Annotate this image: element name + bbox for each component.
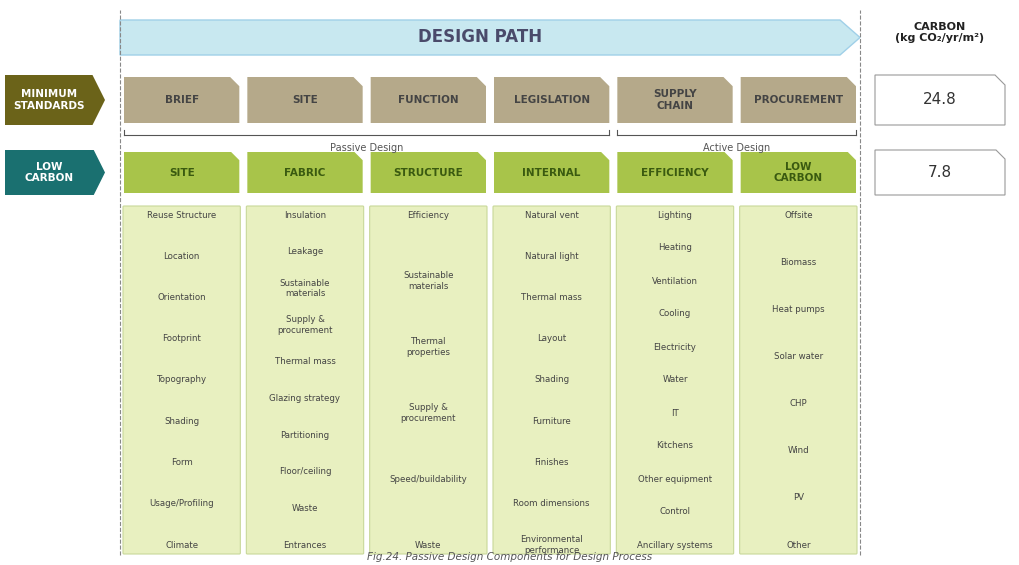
Text: FABRIC: FABRIC [284,167,326,177]
Text: Supply &
procurement: Supply & procurement [400,403,457,423]
Text: LOW
CARBON: LOW CARBON [24,162,74,183]
Polygon shape [494,77,609,123]
Polygon shape [5,150,105,195]
Text: INTERNAL: INTERNAL [523,167,581,177]
Text: MINIMUM
STANDARDS: MINIMUM STANDARDS [13,89,85,111]
Text: LEGISLATION: LEGISLATION [514,95,590,105]
Polygon shape [124,77,239,123]
FancyBboxPatch shape [740,206,857,554]
Text: PROCUREMENT: PROCUREMENT [754,95,843,105]
Text: Room dimensions: Room dimensions [514,499,590,508]
Text: Electricity: Electricity [653,342,696,351]
Text: Offsite: Offsite [784,211,812,219]
Text: Glazing strategy: Glazing strategy [269,394,340,403]
Text: Leakage: Leakage [287,247,323,256]
Polygon shape [371,77,486,123]
FancyBboxPatch shape [370,206,487,554]
FancyBboxPatch shape [493,206,610,554]
Text: Ancillary systems: Ancillary systems [637,541,713,550]
Text: Thermal
properties: Thermal properties [407,337,450,357]
Text: EFFICIENCY: EFFICIENCY [641,167,709,177]
Text: Entrances: Entrances [283,541,327,550]
Text: Furniture: Furniture [532,417,571,426]
Polygon shape [248,77,363,123]
Text: Shading: Shading [534,376,570,385]
Text: Speed/buildability: Speed/buildability [389,475,467,484]
Text: FUNCTION: FUNCTION [398,95,459,105]
FancyBboxPatch shape [123,206,240,554]
Text: Environmental
performance: Environmental performance [521,535,583,555]
Text: Layout: Layout [537,334,567,344]
Text: Footprint: Footprint [162,334,201,344]
Text: Climate: Climate [165,541,199,550]
Text: SUPPLY
CHAIN: SUPPLY CHAIN [653,89,697,111]
Text: PV: PV [793,493,804,502]
Text: Finishes: Finishes [534,458,569,467]
Text: Reuse Structure: Reuse Structure [147,211,216,219]
Text: Waste: Waste [415,541,441,550]
Text: CHP: CHP [790,399,807,408]
Text: DESIGN PATH: DESIGN PATH [418,28,542,46]
FancyBboxPatch shape [247,206,364,554]
Text: BRIEF: BRIEF [165,95,199,105]
Polygon shape [371,152,486,193]
Text: Control: Control [659,507,691,516]
Text: Sustainable
materials: Sustainable materials [404,271,453,291]
Polygon shape [618,77,733,123]
Text: Kitchens: Kitchens [656,441,694,450]
Text: Thermal mass: Thermal mass [274,357,335,366]
Text: Efficiency: Efficiency [408,211,449,219]
Text: SITE: SITE [169,167,195,177]
FancyBboxPatch shape [616,206,734,554]
Text: Ventilation: Ventilation [652,276,698,285]
Polygon shape [741,152,856,193]
Text: STRUCTURE: STRUCTURE [393,167,464,177]
Text: Insulation: Insulation [284,211,326,219]
Text: Cooling: Cooling [659,310,691,319]
Text: CARBON
(kg CO₂/yr/m²): CARBON (kg CO₂/yr/m²) [896,21,984,44]
Polygon shape [741,77,856,123]
Text: Partitioning: Partitioning [280,431,329,440]
Polygon shape [124,152,239,193]
Text: 7.8: 7.8 [928,165,952,180]
Polygon shape [5,75,105,125]
Text: Water: Water [662,376,688,385]
Text: Floor/ceiling: Floor/ceiling [279,467,331,476]
Polygon shape [875,75,1005,125]
Text: SITE: SITE [292,95,318,105]
Text: Form: Form [171,458,193,467]
Text: Shading: Shading [164,417,200,426]
Polygon shape [875,150,1005,195]
Polygon shape [618,152,733,193]
Polygon shape [248,152,363,193]
Text: Other equipment: Other equipment [638,475,712,484]
Text: Sustainable
materials: Sustainable materials [280,279,330,298]
Text: Heat pumps: Heat pumps [772,305,824,314]
Text: Natural vent: Natural vent [525,211,579,219]
Text: Natural light: Natural light [525,252,579,261]
Text: IT: IT [672,408,679,418]
Text: Waste: Waste [291,504,318,513]
Text: Passive Design: Passive Design [330,143,404,153]
Text: Heating: Heating [658,244,692,253]
Text: Biomass: Biomass [781,258,816,267]
Text: Solar water: Solar water [773,352,823,361]
Text: LOW
CARBON: LOW CARBON [773,162,823,183]
Text: Thermal mass: Thermal mass [522,293,582,302]
Text: Topography: Topography [157,376,207,385]
Text: Wind: Wind [788,446,809,455]
Text: 24.8: 24.8 [923,93,957,107]
Text: Usage/Profiling: Usage/Profiling [150,499,214,508]
Text: Lighting: Lighting [657,211,693,219]
Text: Active Design: Active Design [703,143,770,153]
Text: Supply &
procurement: Supply & procurement [277,315,333,334]
Polygon shape [494,152,609,193]
Text: Location: Location [163,252,200,261]
Text: Fig.24. Passive Design Components for Design Process: Fig.24. Passive Design Components for De… [368,552,652,562]
Polygon shape [120,20,860,55]
Text: Orientation: Orientation [157,293,206,302]
Text: Other: Other [786,541,810,550]
